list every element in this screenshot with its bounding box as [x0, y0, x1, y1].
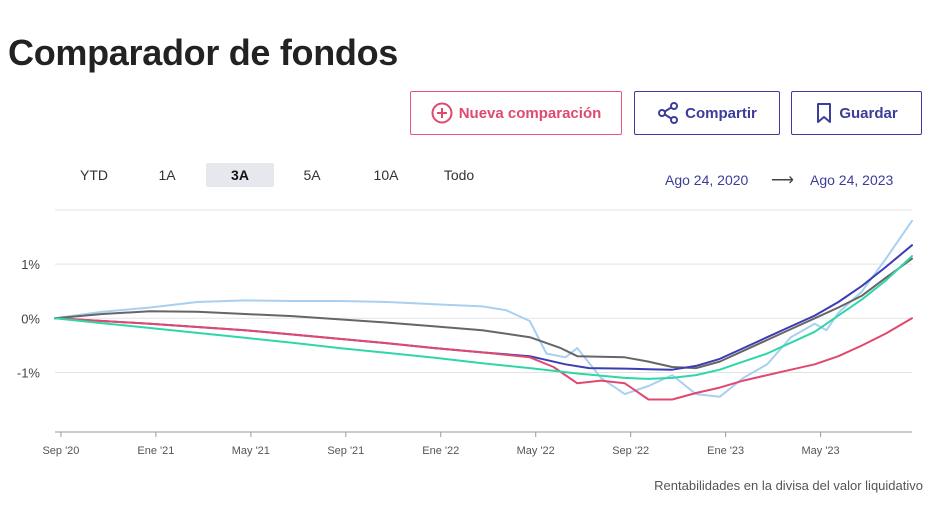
share-label: Compartir [685, 104, 757, 122]
range-tab-todo[interactable]: Todo [443, 167, 475, 183]
x-tick-label: May '21 [232, 445, 270, 457]
date-range-arrow: ⟶ [771, 172, 794, 189]
save-button[interactable]: Guardar [791, 91, 922, 135]
y-tick-label: 1% [21, 257, 40, 272]
series-line-5 [54, 255, 913, 380]
range-tab-3a[interactable]: 3A [206, 163, 274, 187]
series-line-1 [54, 219, 913, 398]
date-from[interactable]: Ago 24, 2020 [665, 172, 749, 188]
page-title: Comparador de fondos [8, 32, 399, 73]
y-tick-label: 0% [21, 311, 40, 326]
bookmark-icon [815, 102, 833, 124]
new-comparison-label: Nueva comparación [458, 104, 602, 122]
date-to[interactable]: Ago 24, 2023 [810, 172, 894, 188]
x-tick-label: May '23 [802, 445, 840, 457]
range-tab-1a[interactable]: 1A [158, 167, 176, 183]
save-label: Guardar [839, 104, 898, 122]
series-line-4 [54, 317, 913, 401]
x-tick-label: Ene '22 [422, 445, 459, 457]
share-button[interactable]: Compartir [634, 91, 780, 135]
share-icon [657, 102, 679, 124]
new-comparison-button[interactable]: Nueva comparación [410, 91, 622, 135]
x-tick-label: Ene '23 [707, 445, 744, 457]
range-tab-5a[interactable]: 5A [303, 167, 321, 183]
range-tab-ytd[interactable]: YTD [80, 167, 108, 183]
x-tick-label: Sep '20 [42, 445, 79, 457]
series-line-2 [54, 257, 913, 370]
x-tick-label: Sep '21 [327, 445, 364, 457]
footnote: Rentabilidades en la divisa del valor li… [654, 478, 923, 493]
performance-chart: 1% 0% -1% Sep '20 Ene '21 May '21 Sep '21 Ene '… [17, 209, 913, 457]
x-tick-label: Sep '22 [612, 445, 649, 457]
plus-circle-icon [431, 102, 453, 124]
x-tick-label: Ene '21 [137, 445, 174, 457]
range-tab-10a[interactable]: 10A [373, 167, 399, 183]
y-tick-label: -1% [17, 365, 41, 380]
x-tick-label: May '22 [517, 445, 555, 457]
